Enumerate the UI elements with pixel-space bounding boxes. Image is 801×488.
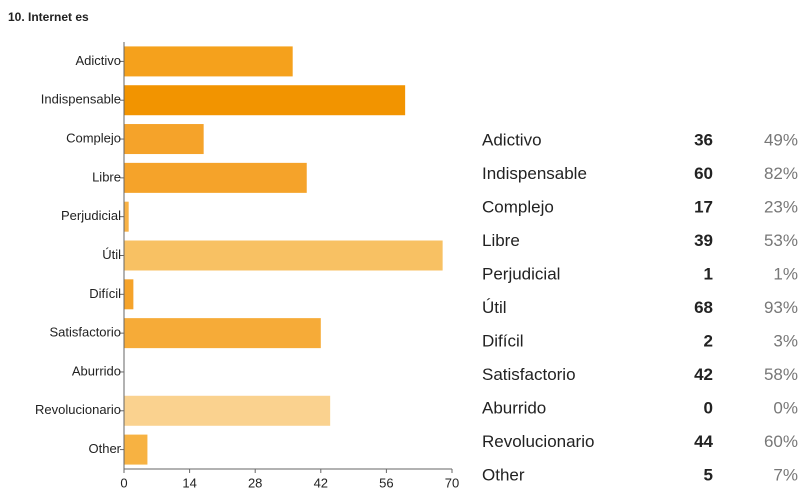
table-label: Indispensable [482,164,587,183]
x-tick-label: 70 [445,475,459,488]
x-tick-label: 14 [182,475,196,488]
chart-title: 10. Internet es [8,10,89,24]
table-count: 60 [694,164,713,183]
bar [124,124,204,155]
y-tick-label: Difícil [89,286,121,301]
table-count: 44 [694,432,713,451]
bar [124,395,331,426]
table-count: 68 [694,298,713,317]
table-percent: 82% [764,164,798,183]
table-label: Difícil [482,331,524,350]
table-percent: 60% [764,432,798,451]
table-label: Satisfactorio [482,365,576,384]
table-count: 5 [704,465,713,484]
table-percent: 7% [773,465,798,484]
bar [124,240,443,271]
y-tick-label: Libre [92,169,121,184]
bar [124,46,293,77]
y-tick-label: Other [88,441,121,456]
y-tick-label: Complejo [66,130,121,145]
x-tick-label: 42 [314,475,328,488]
table-percent: 49% [764,130,798,149]
table-percent: 23% [764,197,798,216]
table-percent: 53% [764,231,798,250]
bar [124,318,321,349]
table-count: 1 [704,264,713,283]
table-label: Complejo [482,197,554,216]
table-percent: 0% [773,398,798,417]
bar [124,434,148,465]
y-tick-label: Perjudicial [61,208,121,223]
bar [124,201,129,232]
x-tick-label: 56 [379,475,393,488]
bar [124,279,134,310]
table-count: 36 [694,130,713,149]
table-count: 0 [704,398,713,417]
table-percent: 3% [773,331,798,350]
table-label: Útil [482,298,507,317]
table-percent: 58% [764,365,798,384]
y-tick-label: Revolucionario [35,402,121,417]
table-label: Adictivo [482,130,542,149]
table-label: Perjudicial [482,264,560,283]
table-count: 2 [704,331,713,350]
table-count: 39 [694,231,713,250]
table-count: 42 [694,365,713,384]
bar [124,162,307,193]
bar [124,85,406,116]
table-percent: 1% [773,264,798,283]
y-tick-label: Satisfactorio [49,325,121,340]
x-tick-label: 28 [248,475,262,488]
y-tick-label: Aburrido [72,363,121,378]
table-label: Revolucionario [482,432,594,451]
y-tick-label: Indispensable [41,92,121,107]
table-percent: 93% [764,298,798,317]
table-count: 17 [694,197,713,216]
table-label: Aburrido [482,398,546,417]
y-tick-label: Útil [102,247,121,262]
x-tick-label: 0 [120,475,127,488]
y-tick-label: Adictivo [75,53,121,68]
table-label: Other [482,465,525,484]
table-label: Libre [482,231,520,250]
